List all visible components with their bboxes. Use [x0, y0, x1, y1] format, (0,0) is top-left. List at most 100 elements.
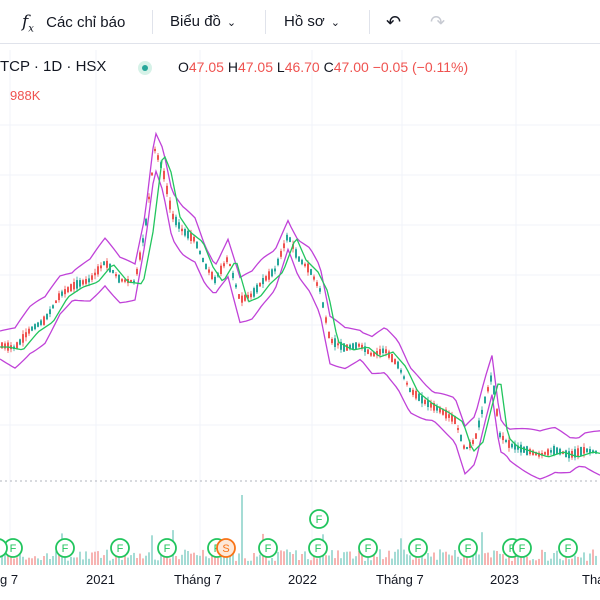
candle-body: [493, 385, 495, 395]
volume-bar: [508, 550, 510, 565]
candle-body: [433, 403, 435, 411]
volume-bar: [235, 560, 237, 565]
volume-bar: [499, 553, 501, 565]
volume-bar: [187, 551, 189, 565]
event-marker-label: F: [164, 543, 171, 555]
candle-body: [478, 420, 480, 428]
candle-body: [568, 451, 570, 459]
candle-body: [25, 332, 27, 338]
candle-body: [583, 447, 585, 454]
candle-body: [232, 272, 234, 279]
candle-body: [118, 274, 120, 283]
indicators-button[interactable]: fx Các chỉ báo: [22, 0, 125, 44]
volume-bar: [175, 556, 177, 565]
volume-bar: [127, 557, 129, 565]
volume-bar: [109, 560, 111, 565]
candle-body: [325, 317, 327, 323]
candle-body: [163, 170, 165, 180]
candle-body: [151, 172, 153, 176]
candle-body: [256, 284, 258, 293]
volume-bar: [436, 559, 438, 565]
candle-body: [268, 271, 270, 280]
candle-body: [271, 269, 273, 277]
volume-bar: [463, 551, 465, 565]
candle-body: [553, 446, 555, 455]
volume-bar: [553, 553, 555, 565]
volume-bar: [421, 555, 423, 565]
candle-body: [385, 349, 387, 354]
candle-body: [508, 440, 510, 448]
volume-bar: [538, 558, 540, 565]
close-value: 47.00: [333, 59, 369, 75]
candle-body: [400, 369, 402, 373]
volume-bar: [232, 549, 234, 565]
redo-icon: ↷: [430, 12, 446, 32]
candle-body: [295, 249, 297, 258]
volume-bar: [142, 558, 144, 565]
candle-body: [28, 328, 30, 334]
candle-body: [58, 293, 60, 301]
volume-bar: [73, 557, 75, 565]
volume-bar: [58, 552, 60, 565]
candle-body: [223, 263, 225, 267]
top-toolbar: fx Các chỉ báo Biểu đồ ⌄ Hồ sơ ⌄ ↶ ↷: [0, 0, 600, 44]
volume-bar: [397, 549, 399, 565]
candle-body: [484, 396, 486, 404]
volume-bar: [292, 554, 294, 565]
volume-bar: [394, 551, 396, 565]
candle-body: [214, 276, 216, 284]
chart-type-button[interactable]: Biểu đồ ⌄: [170, 0, 236, 44]
event-marker-label: F: [415, 543, 422, 555]
candle-body: [388, 351, 390, 358]
candle-body: [445, 409, 447, 419]
candle-body: [88, 278, 90, 283]
time-axis-label: 2021: [86, 572, 115, 587]
redo-button[interactable]: ↷: [430, 0, 445, 44]
candle-body: [334, 338, 336, 347]
candle-body: [364, 346, 366, 352]
candle-body: [169, 200, 171, 210]
volume-bar: [271, 558, 273, 565]
volume-bar: [439, 549, 441, 565]
chevron-down-icon: ⌄: [330, 17, 340, 29]
undo-button[interactable]: ↶: [386, 0, 401, 44]
volume-bar: [193, 552, 195, 565]
volume-bar: [160, 552, 162, 565]
event-marker-icon: [216, 538, 236, 558]
time-axis-label: 2023: [490, 572, 519, 587]
volume-bar: [1, 551, 3, 565]
volume-bar: [448, 554, 450, 565]
candle-body: [37, 322, 39, 327]
volume-bar: [460, 558, 462, 565]
volume-bar: [253, 553, 255, 565]
profile-button[interactable]: Hồ sơ ⌄: [284, 0, 340, 44]
volume-bar: [319, 557, 321, 565]
volume-bar: [592, 549, 594, 565]
candle-body: [556, 447, 558, 454]
volume-bar: [433, 552, 435, 565]
moving-average-line: [0, 155, 600, 458]
candle-body: [544, 452, 546, 455]
candle-body: [67, 287, 69, 293]
volume-bar: [352, 558, 354, 565]
volume-bar: [313, 549, 315, 565]
volume-bar: [103, 555, 105, 565]
candle-body: [142, 238, 144, 243]
candle-body: [592, 450, 594, 453]
volume-bar: [154, 559, 156, 565]
candle-body: [64, 289, 66, 295]
volume-bar: [487, 552, 489, 565]
candle-body: [451, 414, 453, 422]
candle-body: [460, 434, 462, 442]
candle-body: [550, 450, 552, 453]
candle-body: [136, 268, 138, 275]
candle-body: [370, 352, 372, 356]
symbol-title[interactable]: TCP · 1D · HSX: [0, 58, 107, 75]
volume-bar: [304, 551, 306, 565]
candle-body: [574, 449, 576, 458]
volume-bar: [7, 552, 9, 565]
volume-bar: [151, 535, 153, 565]
event-marker-label: F: [519, 543, 526, 555]
volume-bar: [250, 560, 252, 565]
